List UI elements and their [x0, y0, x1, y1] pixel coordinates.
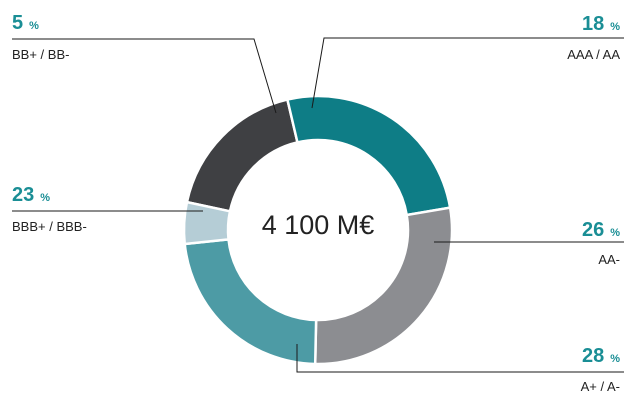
category-label-bbb-bbb: BBB+ / BBB-	[12, 219, 87, 234]
category-label-bb-bb: BB+ / BB-	[12, 47, 69, 62]
percent-label-a-a: 28%	[582, 345, 620, 367]
leader-line-aaa-aa	[311, 37, 624, 109]
percent-label-aaa-aa: 18%	[582, 13, 620, 35]
percent-label-aa: 26%	[582, 219, 620, 241]
leader-line-a-a	[296, 344, 624, 373]
leader-line-bb-bb	[12, 38, 277, 114]
donut-slices	[182, 94, 454, 366]
percent-label-bbb-bbb: 23%	[12, 184, 50, 206]
center-total-label: 4 100 M€	[262, 210, 375, 240]
category-label-a-a: A+ / A-	[581, 379, 620, 394]
leader-lines	[12, 37, 624, 373]
category-label-aa: AA-	[598, 252, 620, 267]
percent-label-bb-bb: 5%	[12, 12, 39, 34]
slice-bbb-bbb	[183, 238, 318, 366]
slice-aaa-aa	[185, 98, 299, 213]
slice-bb-bb	[182, 200, 232, 246]
category-label-aaa-aa: AAA / AA	[567, 47, 620, 62]
slice-labels: 18 % AAA / AA 26 % AA- 28 % A+ / A- 23 % BBB+ / BBB…	[12, 12, 620, 394]
slice-aa	[285, 94, 452, 217]
